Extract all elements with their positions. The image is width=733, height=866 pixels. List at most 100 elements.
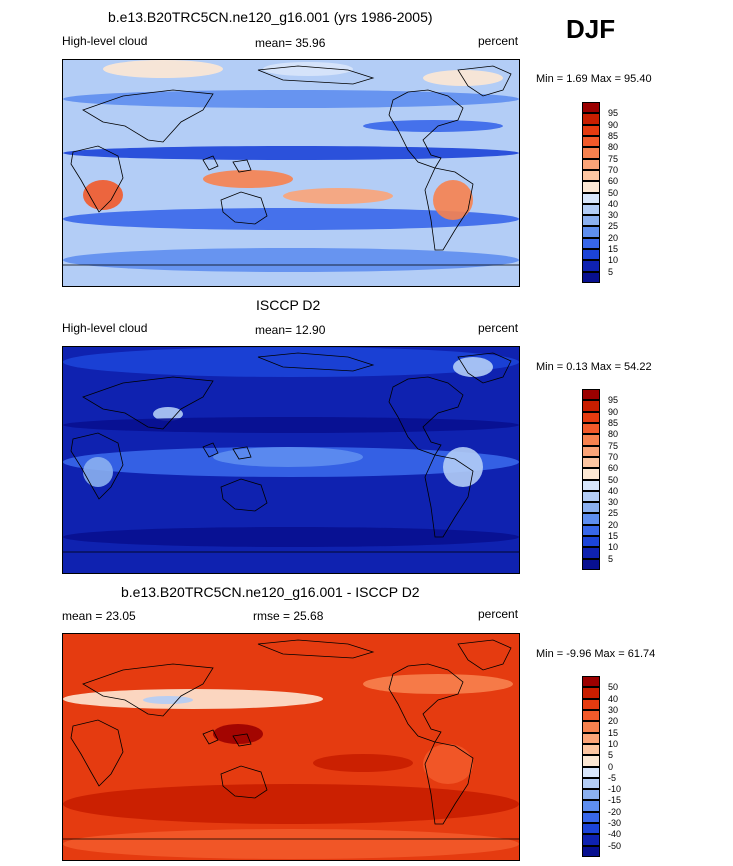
colorbar: 50 40 30 20 15 10 5 0 -5 -10 -15 -20 -30 -40 -50 [582, 676, 621, 857]
coastline [202, 729, 219, 745]
colorbar-tick-label: 90 [608, 406, 619, 417]
colorbar: 95 90 85 80 75 70 60 50 40 30 25 20 15 10 5 [582, 389, 618, 570]
coastline [388, 89, 464, 169]
coastline [457, 352, 512, 384]
min-max-label: Min = -9.96 Max = 61.74 [536, 648, 656, 660]
contour-region [63, 208, 519, 230]
colorbar-tick-label: 40 [608, 485, 619, 496]
colorbar-segment [582, 422, 600, 435]
units-label: percent [478, 321, 519, 335]
contour-region [63, 829, 519, 859]
contour-region [363, 120, 503, 132]
panel-title: b.e13.B20TRC5CN.ne120_g16.001 (yrs 1986-… [108, 9, 433, 25]
colorbar-segment [582, 271, 600, 283]
colorbar-tick-label: 15 [608, 531, 619, 542]
colorbar-segment [582, 102, 600, 114]
colorbar-segment [582, 169, 600, 182]
colorbar-segment [582, 687, 600, 699]
colorbar-tick-label: 30 [608, 210, 619, 221]
contour-region [63, 417, 519, 433]
contour-region [203, 170, 293, 188]
colorbar-segment [582, 811, 600, 824]
panel-title: ISCCP D2 [256, 297, 321, 313]
contour-region [153, 407, 183, 421]
colorbar-segment [582, 490, 600, 503]
map-obs [62, 346, 520, 574]
contour-region [313, 754, 413, 772]
coastline [424, 167, 474, 251]
colorbar-tick-label: 80 [608, 429, 619, 440]
colorbar-segment [582, 524, 600, 537]
colorbar-tick-label: 10 [608, 255, 619, 266]
colorbar-segment [582, 558, 600, 570]
colorbar-tick-label: 10 [608, 542, 619, 553]
colorbar-tick-label: 85 [608, 130, 619, 141]
contour-region [63, 527, 519, 547]
colorbar-segment [582, 445, 600, 457]
min-max-label: Min = 0.13 Max = 54.22 [536, 361, 652, 373]
colorbar-tick-label: 0 [608, 761, 614, 772]
colorbar-segment [582, 468, 600, 480]
colorbar-tick-label: 30 [608, 497, 619, 508]
contour-region [63, 248, 519, 272]
coastline [70, 719, 124, 787]
mean-label: mean= 35.96 [255, 36, 326, 50]
colorbar-segment [582, 203, 600, 216]
coastline [232, 733, 252, 747]
contour-region [63, 689, 323, 709]
colorbar-segment [582, 400, 600, 412]
colorbar-tick-label: 40 [608, 198, 619, 209]
colorbar-tick-label: -50 [608, 840, 622, 851]
colorbar-tick-label: 15 [608, 244, 619, 255]
coastline [82, 663, 214, 717]
colorbar-tick-label: 50 [608, 682, 619, 693]
contour-region [453, 357, 493, 377]
colorbar-tick-label: 5 [608, 266, 614, 277]
colorbar-tick-label: 25 [608, 508, 619, 519]
coastline [424, 741, 474, 825]
contour-region [143, 696, 193, 704]
colorbar-tick-label: 90 [608, 119, 619, 130]
contour-region [63, 347, 519, 377]
colorbar-segment [582, 113, 600, 125]
coastline [257, 639, 375, 659]
coastline [220, 765, 268, 799]
coastline [457, 65, 512, 97]
coastline [232, 446, 252, 460]
coastline [424, 454, 474, 538]
colorbar-segment [582, 502, 600, 514]
variable-label: High-level cloud [62, 321, 148, 335]
colorbar-tick-label: -5 [608, 772, 617, 783]
colorbar-segment [582, 536, 600, 548]
colorbar-tick-label: -10 [608, 784, 622, 795]
contour-region [363, 674, 513, 694]
season-label: DJF [566, 14, 616, 44]
colorbar-segment [582, 755, 600, 767]
colorbar-tick-label: 15 [608, 727, 619, 738]
colorbar-segment [582, 676, 600, 688]
colorbar-segment [582, 434, 600, 446]
colorbar-segment [582, 249, 600, 261]
coastline [457, 639, 512, 671]
colorbar-tick-label: 20 [608, 232, 619, 243]
colorbar-tick-label: 75 [608, 153, 619, 164]
colorbar-segment [582, 215, 600, 227]
rmse-label: rmse = 25.68 [253, 609, 324, 623]
coastline [202, 155, 219, 171]
colorbar-segment [582, 389, 600, 401]
colorbar-tick-label: 50 [608, 474, 619, 485]
contour-region [443, 447, 483, 487]
contour-region [63, 90, 519, 108]
coastline [202, 442, 219, 458]
coastline [388, 663, 464, 743]
colorbar-segment [582, 789, 600, 801]
colorbar-segment [582, 147, 600, 159]
contour-region [213, 724, 263, 744]
contour-region [83, 457, 113, 487]
colorbar-segment [582, 158, 600, 170]
colorbar-tick-label: -30 [608, 818, 622, 829]
coastline [70, 145, 124, 213]
colorbar: 95 90 85 80 75 70 60 50 40 30 25 20 15 10 5 [582, 102, 618, 283]
colorbar-tick-label: 70 [608, 164, 619, 175]
colorbar-tick-label: 85 [608, 417, 619, 428]
